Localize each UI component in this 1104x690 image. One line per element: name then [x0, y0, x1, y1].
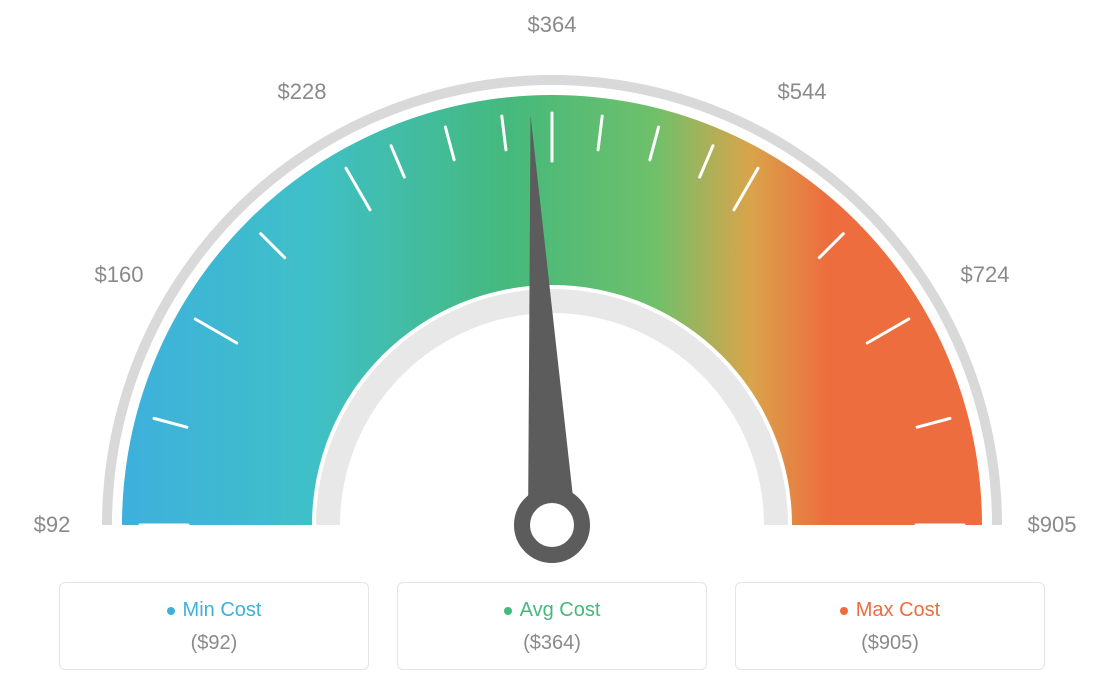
gauge-tick-label: $364: [528, 12, 577, 38]
gauge-svg: [0, 0, 1104, 570]
legend-title-min: Min Cost: [167, 599, 262, 622]
legend-dot-min: [167, 607, 175, 615]
legend-dot-max: [840, 607, 848, 615]
gauge-chart: $92 $160 $228 $364 $544 $724 $905: [0, 0, 1104, 570]
legend-value-min: ($92): [60, 632, 368, 655]
legend-title-max: Max Cost: [840, 599, 940, 622]
legend-card-max: Max Cost ($905): [735, 582, 1045, 670]
gauge-tick-label: $92: [34, 512, 71, 538]
legend-row: Min Cost ($92) Avg Cost ($364) Max Cost …: [0, 582, 1104, 670]
legend-card-avg: Avg Cost ($364): [397, 582, 707, 670]
gauge-tick-label: $544: [778, 79, 827, 105]
gauge-tick-label: $905: [1028, 512, 1077, 538]
legend-label-avg: Avg Cost: [520, 599, 601, 622]
legend-label-min: Min Cost: [183, 599, 262, 622]
legend-value-max: ($905): [736, 632, 1044, 655]
gauge-tick-label: $160: [95, 262, 144, 288]
legend-title-avg: Avg Cost: [504, 599, 601, 622]
legend-dot-avg: [504, 607, 512, 615]
gauge-tick-label: $724: [961, 262, 1010, 288]
gauge-tick-label: $228: [278, 79, 327, 105]
legend-card-min: Min Cost ($92): [59, 582, 369, 670]
legend-label-max: Max Cost: [856, 599, 940, 622]
legend-value-avg: ($364): [398, 632, 706, 655]
